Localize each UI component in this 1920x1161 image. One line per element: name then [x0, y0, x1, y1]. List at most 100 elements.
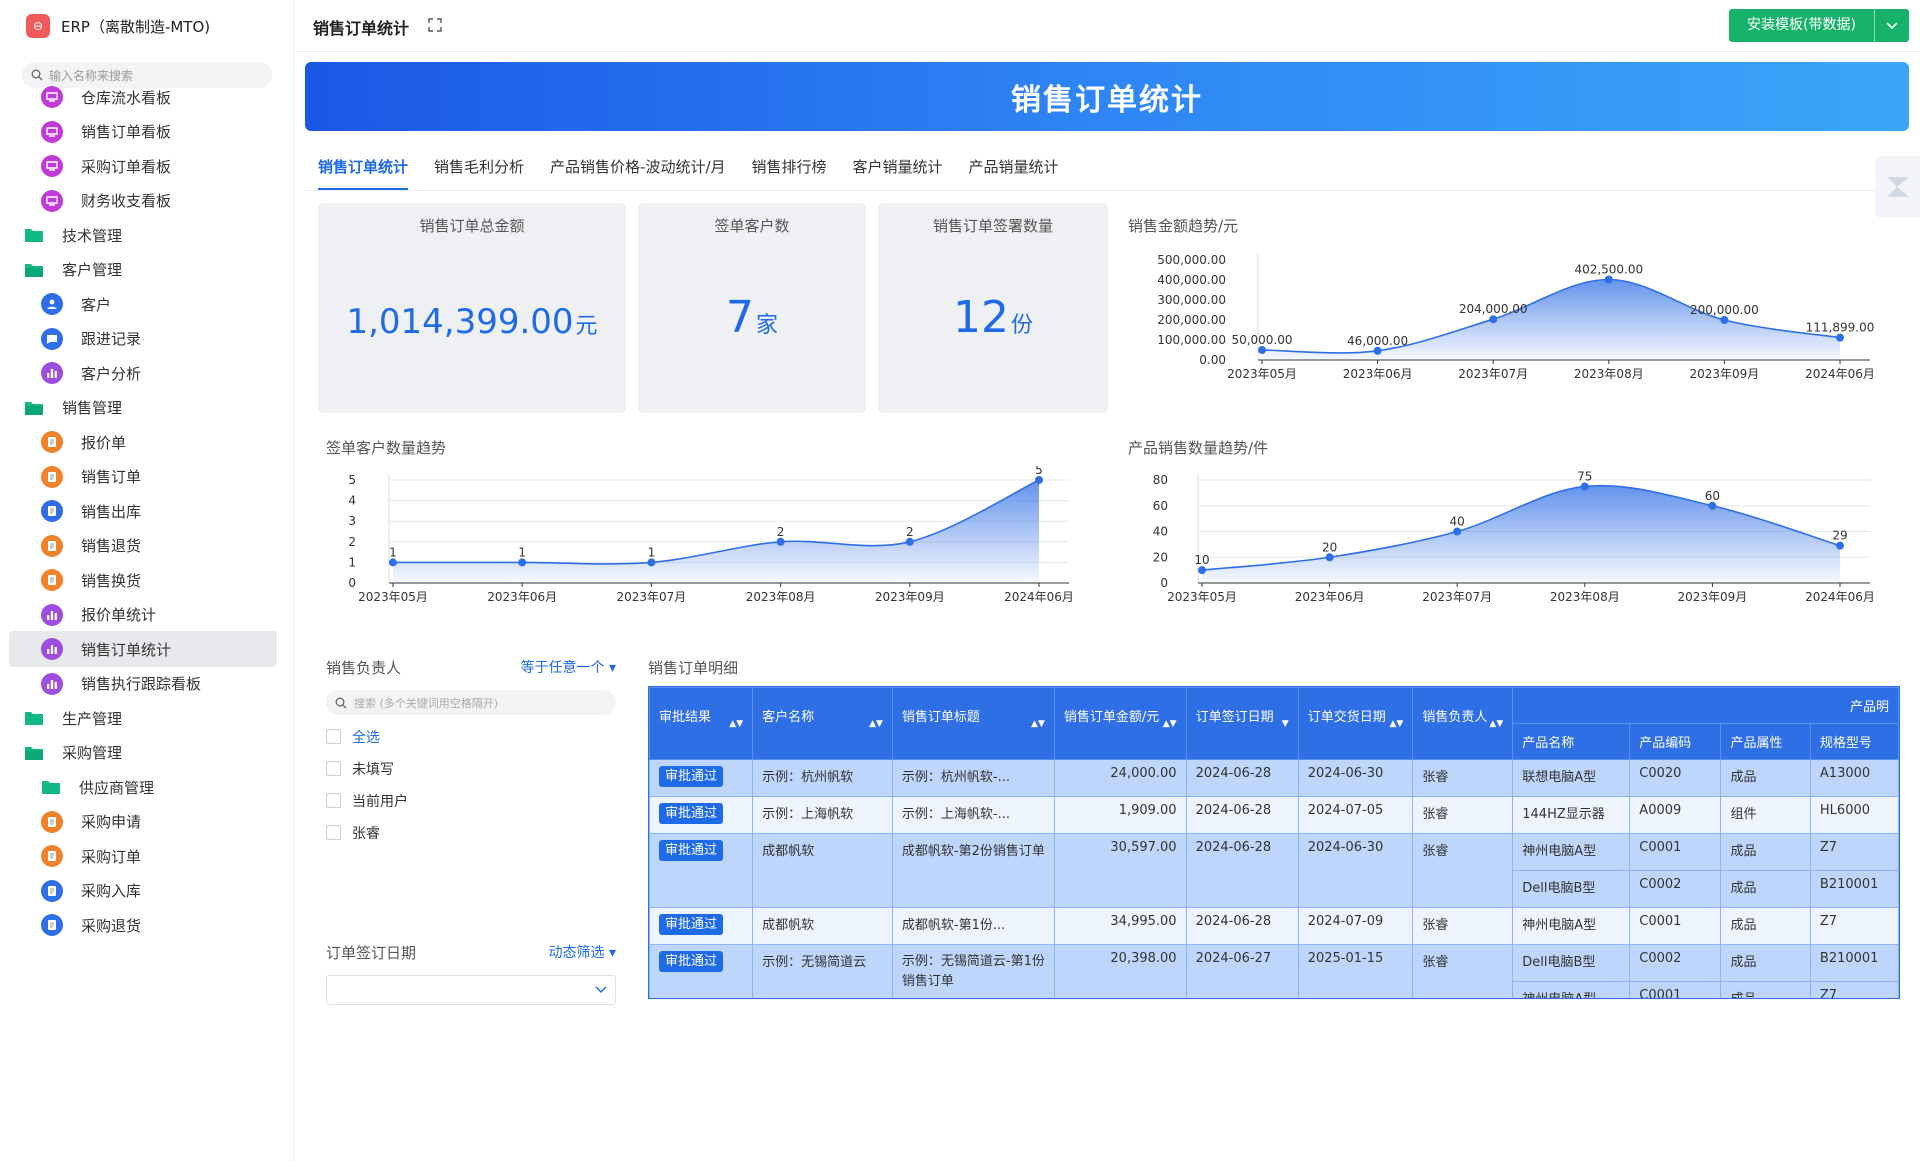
tab-4[interactable]: 客户销量统计	[852, 158, 943, 176]
data-point[interactable]	[1198, 566, 1206, 575]
cell-status[interactable]: 审批通过	[649, 907, 754, 945]
column-header[interactable]: 销售订单标题 ▲▼	[891, 687, 1055, 760]
sidebar-item-10[interactable]: 报价单	[9, 424, 277, 460]
tab-1[interactable]: 销售毛利分析	[434, 158, 525, 176]
sidebar-item-13[interactable]: 销售退货	[9, 528, 277, 564]
sidebar-item-14[interactable]: 销售换货	[9, 562, 277, 598]
sidebar-item-16[interactable]: 销售订单统计	[9, 631, 277, 667]
sidebar-item-24[interactable]: 采购退货	[9, 907, 277, 943]
sidebar-item-22[interactable]: 采购订单	[9, 838, 277, 874]
cell-status[interactable]: 审批通过	[649, 833, 754, 908]
tab-5[interactable]: 产品销量统计	[968, 158, 1059, 176]
sidebar-item-6[interactable]: 客户	[9, 286, 277, 322]
sidebar-item-3[interactable]: 财务收支看板	[9, 183, 277, 219]
data-point[interactable]	[647, 558, 656, 567]
checkbox[interactable]	[326, 761, 341, 776]
filter-owner-option[interactable]: 全选	[326, 726, 616, 747]
data-label: 200,000.00	[1690, 303, 1759, 317]
tab-3[interactable]: 销售排行榜	[751, 158, 827, 176]
sidebar-item-9[interactable]: 销售管理	[24, 390, 284, 426]
table-row[interactable]: 审批通过 成都帆软 成都帆软-第2份销售订单 30,597.00 2024-06-28 2…	[649, 833, 1899, 908]
data-point[interactable]	[1720, 316, 1729, 324]
series-line	[1261, 278, 1841, 354]
tab-2[interactable]: 产品销售价格-波动统计/月	[550, 158, 726, 176]
filter-owner-search-input[interactable]: 搜索 (多个关键词用空格隔开)	[326, 690, 616, 715]
table-row[interactable]: 审批通过 示例：上海帆软 示例：上海帆软-... 1,909.00 2024-06-28…	[649, 796, 1899, 834]
column-header[interactable]: 客户名称 ▲▼	[752, 687, 893, 760]
cell-product-attr: 成品	[1720, 944, 1811, 982]
sidebar-search-placeholder: 输入名称来搜索	[49, 68, 134, 83]
column-header[interactable]: 产品属性	[1720, 723, 1811, 760]
data-point[interactable]	[1489, 315, 1498, 324]
data-point[interactable]	[1604, 275, 1613, 284]
data-point[interactable]	[1035, 476, 1043, 484]
sidebar-item-12[interactable]: 销售出库	[9, 493, 277, 529]
data-point[interactable]	[389, 558, 397, 567]
column-header[interactable]: 销售负责人 ▲▼	[1412, 687, 1514, 760]
data-point[interactable]	[1836, 541, 1844, 550]
data-point[interactable]	[518, 558, 527, 567]
sidebar-item-0[interactable]: 仓库流水看板	[9, 79, 277, 115]
data-point[interactable]	[1258, 346, 1266, 354]
data-label: 10	[1194, 553, 1209, 567]
fullscreen-icon[interactable]	[427, 17, 443, 33]
column-header[interactable]: 产品编码	[1629, 723, 1722, 760]
filter-owner-option[interactable]: 张睿	[326, 822, 616, 843]
x-tick-label: 2023年09月	[875, 590, 945, 604]
sidebar-item-7[interactable]: 跟进记录	[9, 321, 277, 357]
filter-date-select[interactable]	[326, 975, 616, 1005]
sidebar-item-20[interactable]: 供应商管理	[9, 769, 277, 805]
column-header[interactable]: 产品名称	[1512, 723, 1631, 760]
sidebar-item-19[interactable]: 采购管理	[24, 735, 284, 771]
checkbox[interactable]	[326, 793, 341, 808]
sidebar-item-15[interactable]: 报价单统计	[9, 597, 277, 633]
column-header[interactable]: 审批结果 ▲▼	[649, 687, 754, 760]
cell-status[interactable]: 审批通过	[649, 796, 754, 834]
filter-owner-option[interactable]: 当前用户	[326, 790, 616, 811]
data-point[interactable]	[1580, 482, 1589, 491]
sidebar-item-23[interactable]: 采购入库	[9, 873, 277, 909]
sidebar: ⊖ ERP（离散制造-MTO) 输入名称来搜索 仓库流水看板 销售订单看板 采购订单…	[0, 0, 294, 1161]
app-header[interactable]: ⊖ ERP（离散制造-MTO)	[26, 14, 210, 38]
checkbox[interactable]	[326, 825, 341, 840]
sidebar-item-11[interactable]: 销售订单	[9, 459, 277, 495]
sidebar-item-8[interactable]: 客户分析	[9, 355, 277, 391]
sidebar-search-input[interactable]: 输入名称来搜索	[22, 62, 272, 88]
sidebar-item-4[interactable]: 技术管理	[24, 217, 284, 253]
install-dropdown[interactable]	[1875, 21, 1909, 30]
cell-status[interactable]: 审批通过	[649, 759, 754, 797]
sidebar-item-1[interactable]: 销售订单看板	[9, 114, 277, 150]
cell-status[interactable]: 审批通过	[649, 944, 754, 998]
data-point[interactable]	[1325, 553, 1334, 562]
table-row[interactable]: 审批通过 成都帆软 成都帆软-第1份... 34,995.00 2024-06-28 20…	[649, 907, 1899, 945]
sidebar-item-21[interactable]: 采购申请	[9, 804, 277, 840]
table-row[interactable]: 审批通过 示例：无锡简道云 示例：无锡简道云-第1份销售订单 20,398.00 202…	[649, 944, 1899, 998]
filter-owner-mode-select[interactable]: 等于任意一个 ▾	[520, 660, 616, 676]
data-point[interactable]	[1708, 501, 1717, 510]
column-header[interactable]: 订单交货日期 ▲▼	[1297, 687, 1414, 760]
column-header[interactable]: 规格型号	[1809, 723, 1899, 760]
column-header[interactable]: 销售订单金额/元 ▲▼	[1053, 687, 1187, 760]
sidebar-item-2[interactable]: 采购订单看板	[9, 148, 277, 184]
table-row[interactable]: 审批通过 示例：杭州帆软 示例：杭州帆软-... 24,000.00 2024-06-2…	[649, 759, 1899, 797]
tab-0[interactable]: 销售订单统计	[318, 156, 409, 190]
cell-sign-date: 2024-06-28	[1185, 833, 1299, 908]
sidebar-item-18[interactable]: 生产管理	[24, 700, 284, 736]
data-point[interactable]	[1453, 527, 1462, 536]
install-template-button[interactable]: 安装模板(带数据)	[1729, 9, 1909, 42]
filter-date-mode-select[interactable]: 动态筛选 ▾	[548, 945, 616, 961]
table-row[interactable]: Dell电脑B型 C0002 成品 B210001	[650, 870, 1899, 908]
column-header[interactable]: 订单签订日期 ▼	[1185, 687, 1299, 760]
data-point[interactable]	[776, 537, 785, 546]
top-bar: 销售订单统计 安装模板(带数据)	[295, 0, 1920, 52]
side-panel-handle[interactable]	[1875, 156, 1920, 218]
checkbox[interactable]	[326, 729, 341, 744]
data-point[interactable]	[1373, 346, 1382, 355]
data-point[interactable]	[905, 537, 914, 546]
sidebar-item-5[interactable]: 客户管理	[24, 252, 284, 288]
filter-owner-option[interactable]: 未填写	[326, 758, 616, 779]
sidebar-item-label: 销售订单	[81, 468, 142, 486]
data-point[interactable]	[1836, 333, 1844, 342]
sidebar-item-17[interactable]: 销售执行跟踪看板	[9, 666, 277, 702]
